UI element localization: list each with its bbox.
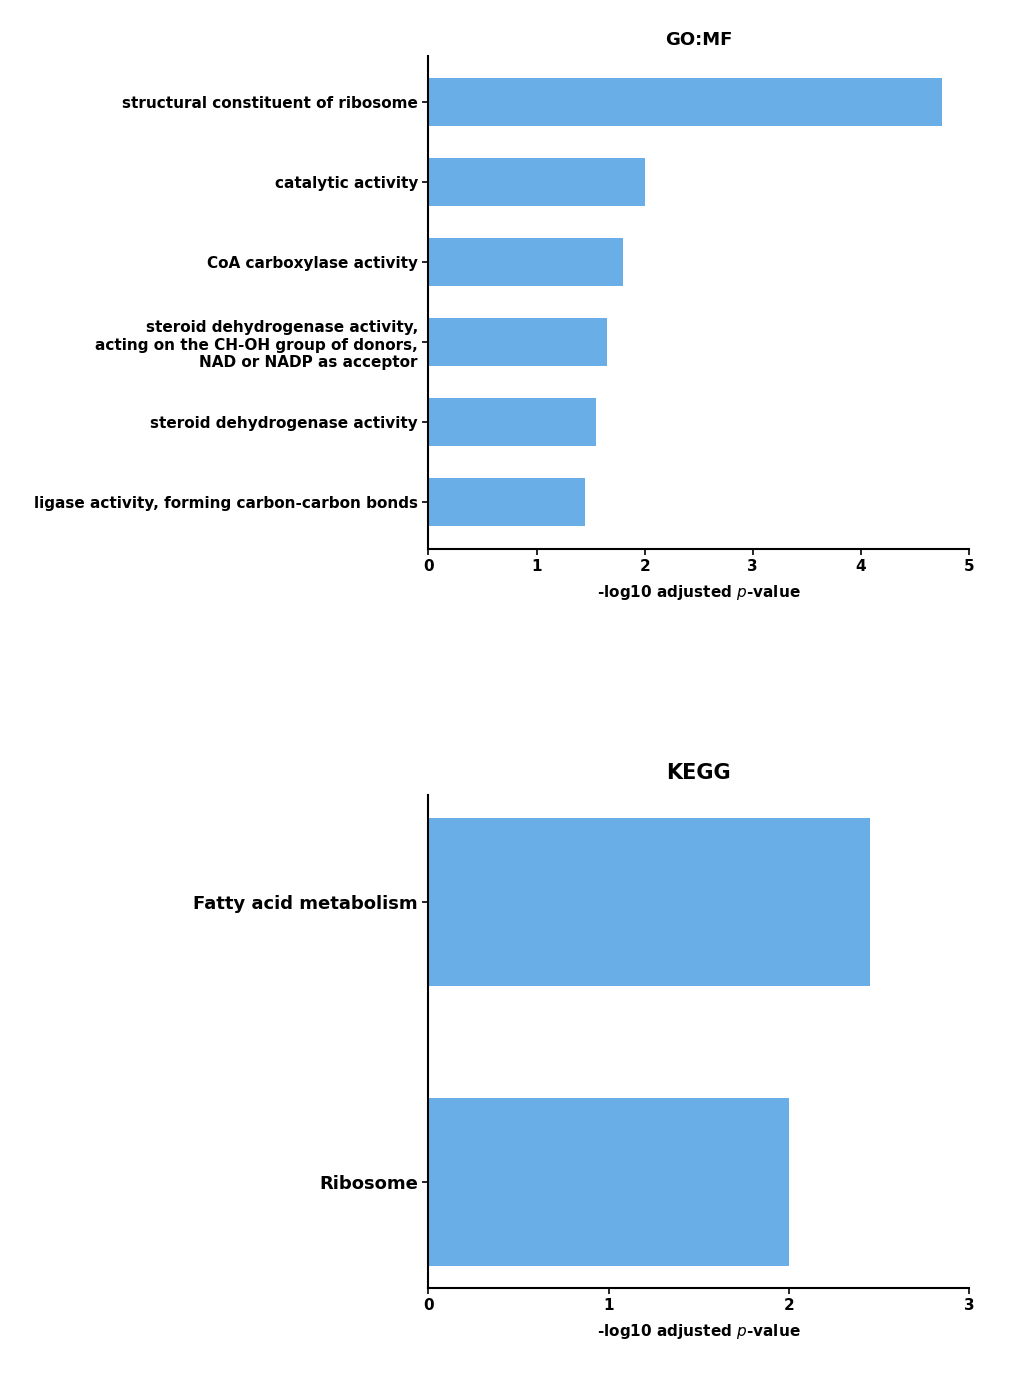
X-axis label: -log10 adjusted $p$-value: -log10 adjusted $p$-value: [596, 582, 800, 602]
Bar: [428, 1098, 788, 1266]
Bar: [428, 78, 942, 126]
X-axis label: -log10 adjusted $p$-value: -log10 adjusted $p$-value: [596, 1322, 800, 1341]
Title: GO:MF: GO:MF: [664, 31, 732, 49]
Bar: [428, 479, 585, 526]
Bar: [428, 818, 869, 986]
Bar: [428, 399, 595, 447]
Bar: [428, 238, 623, 287]
Bar: [428, 158, 644, 206]
Bar: [428, 318, 606, 367]
Title: KEGG: KEGG: [665, 763, 731, 783]
